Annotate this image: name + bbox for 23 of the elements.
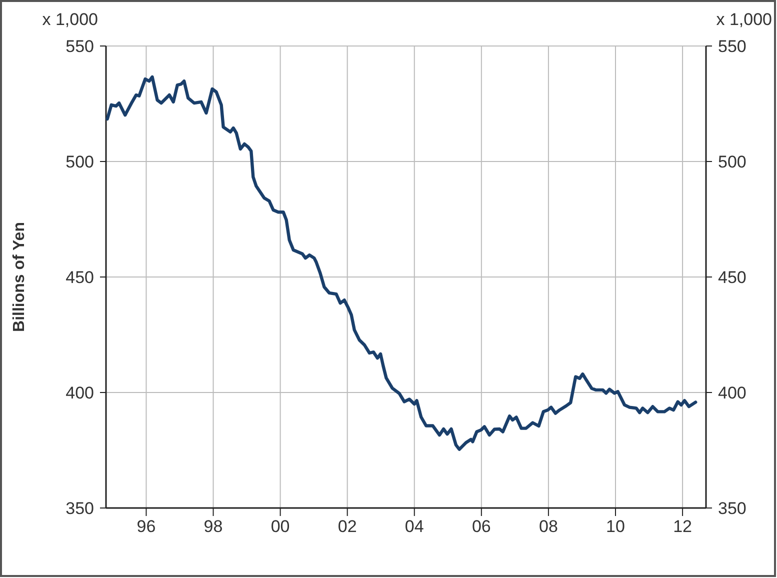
x-tick-label: 08 — [538, 517, 558, 536]
y-tick-label: 400 — [66, 384, 94, 402]
x-tick-label: 12 — [673, 517, 692, 536]
x-tick-label: 96 — [136, 517, 156, 536]
y-tick-label: 450 — [66, 268, 94, 287]
x-tick-label: 02 — [338, 517, 357, 536]
y-axis-title: Billions of Yen — [11, 222, 28, 332]
x-tick-label: 10 — [606, 517, 625, 536]
line-series — [106, 75, 698, 451]
y2-tick-label: 500 — [718, 152, 746, 172]
x-tick-label: 04 — [404, 517, 424, 536]
y2-tick-label: 450 — [718, 268, 746, 287]
x-tick-label: 06 — [472, 517, 491, 536]
y-tick-label: 350 — [66, 499, 94, 518]
y2-tick-label: 350 — [718, 499, 746, 518]
y2-tick-label: 550 — [718, 37, 746, 56]
text: x 1,000 — [716, 10, 772, 29]
x-tick-label: 98 — [204, 517, 223, 536]
text: x 1,000 — [42, 10, 98, 29]
y-tick-label: 550 — [66, 37, 94, 56]
y-tick-label: 500 — [66, 152, 94, 172]
y2-tick-label: 400 — [718, 384, 746, 402]
x-tick-label: 00 — [270, 517, 290, 536]
